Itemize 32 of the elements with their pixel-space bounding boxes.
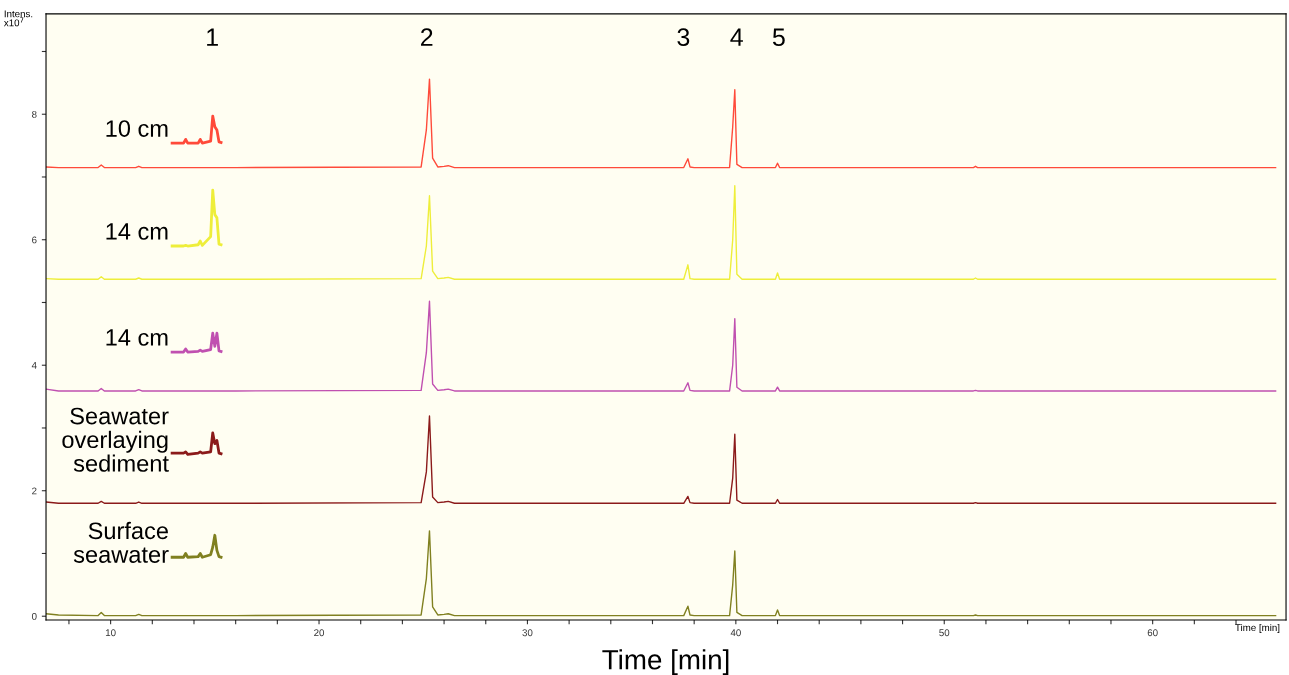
annotation: 4 bbox=[730, 28, 743, 46]
y-tick-label: 4 bbox=[31, 362, 37, 369]
y-tick-label: 0 bbox=[31, 612, 37, 620]
y-tick-label: 2 bbox=[32, 487, 37, 495]
series-label: 14 cm bbox=[106, 223, 168, 240]
y-tick-label: 8 bbox=[32, 110, 37, 118]
annotation: 2 bbox=[421, 28, 433, 46]
text: Time [min] bbox=[1235, 623, 1280, 633]
x-tick-label: 50 bbox=[939, 629, 950, 637]
x-tick-label: 10 bbox=[105, 629, 116, 637]
series-label: 14 cm bbox=[106, 329, 168, 346]
line-series bbox=[170, 331, 223, 354]
line-series bbox=[46, 78, 1277, 169]
y-tick-label: 6 bbox=[32, 236, 37, 244]
line-series bbox=[170, 114, 223, 145]
series-label: Surface seawater bbox=[73, 521, 169, 563]
series-label: 10 cm bbox=[106, 120, 168, 137]
annotation: 1 bbox=[207, 28, 218, 46]
annotation: 5 bbox=[772, 28, 785, 47]
x-tick-label: 20 bbox=[314, 629, 325, 637]
x-tick-label: 30 bbox=[522, 629, 533, 637]
line-series bbox=[170, 431, 223, 456]
x-axis-title: Time [min] bbox=[602, 649, 729, 675]
x-tick-label: 60 bbox=[1147, 629, 1158, 637]
line-series bbox=[46, 185, 1277, 280]
x-tick-label: 40 bbox=[730, 629, 741, 637]
series-label: Seawater overlaying sediment bbox=[62, 407, 169, 472]
line-series bbox=[46, 300, 1277, 392]
line-series bbox=[170, 533, 223, 559]
annotation: 3 bbox=[677, 28, 690, 47]
y-axis-title: Intens. x10$^{7}$ bbox=[3, 10, 33, 27]
line-series bbox=[170, 188, 223, 248]
